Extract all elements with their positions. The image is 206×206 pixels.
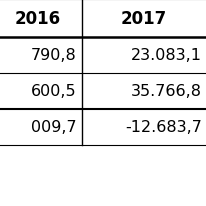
- Bar: [0, 38, 206, 74]
- Text: 2017: 2017: [120, 10, 166, 28]
- Text: 009,7: 009,7: [31, 120, 77, 135]
- Bar: [0, 109, 206, 145]
- Text: 600,5: 600,5: [31, 84, 77, 99]
- Text: 790,8: 790,8: [31, 48, 77, 63]
- Text: 23.083,1: 23.083,1: [130, 48, 201, 63]
- Bar: [0, 74, 206, 109]
- Text: -12.683,7: -12.683,7: [124, 120, 201, 135]
- Text: 35.766,8: 35.766,8: [130, 84, 201, 99]
- Text: 2016: 2016: [15, 10, 61, 28]
